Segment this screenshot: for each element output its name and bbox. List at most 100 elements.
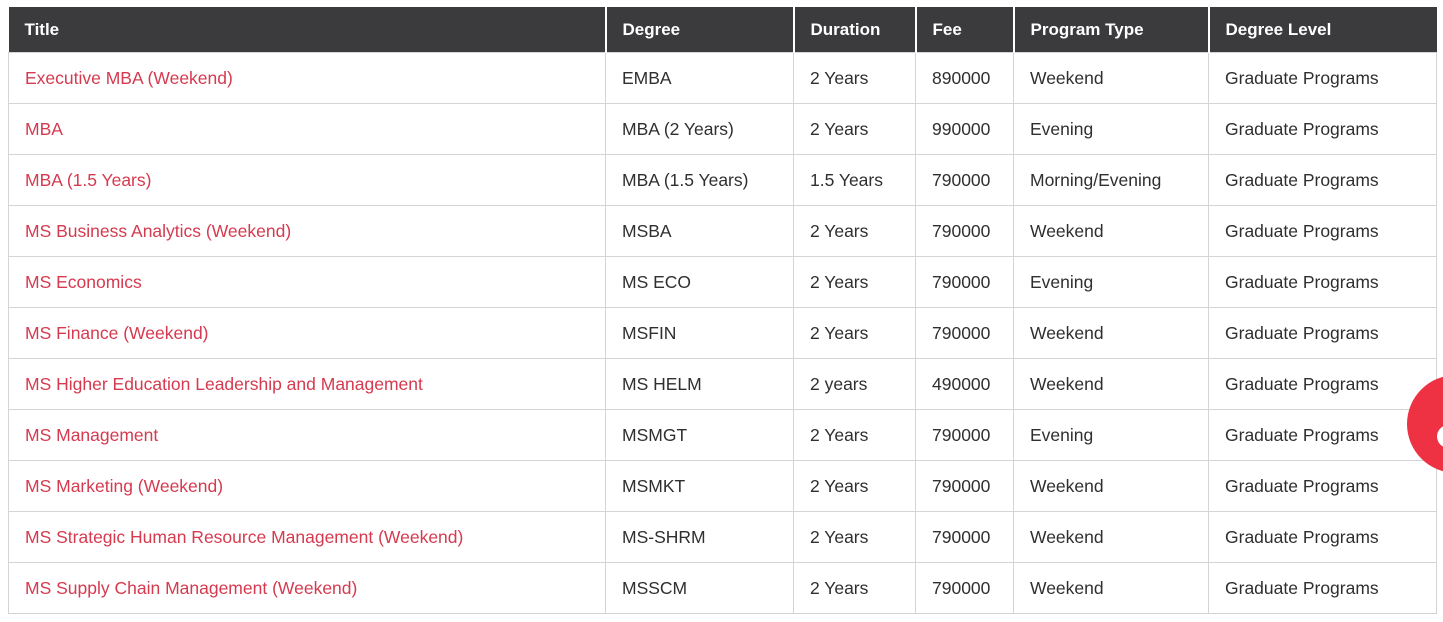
cell-degree: MBA (2 Years) [605,103,794,155]
cell-title: Executive MBA (Weekend) [8,52,606,104]
cell-fee: 790000 [915,256,1014,308]
cell-fee: 790000 [915,307,1014,359]
cell-degree: MSMKT [605,460,794,512]
cell-degree-level: Graduate Programs [1208,511,1437,563]
program-title-link[interactable]: MS Management [25,424,159,445]
cell-title: MS Supply Chain Management (Weekend) [8,562,606,614]
programs-table-container: Title Degree Duration Fee Program Type D… [8,7,1437,614]
cell-title: MBA (1.5 Years) [8,154,606,206]
cell-degree-level: Graduate Programs [1208,460,1437,512]
cell-program-type: Weekend [1013,511,1209,563]
cell-program-type: Weekend [1013,562,1209,614]
header-row: Title Degree Duration Fee Program Type D… [8,7,1437,53]
cell-degree-level: Graduate Programs [1208,562,1437,614]
cell-degree-level: Graduate Programs [1208,409,1437,461]
table-row: MS Supply Chain Management (Weekend) MSSC… [8,562,1437,614]
cell-program-type: Weekend [1013,358,1209,410]
cell-title: MBA [8,103,606,155]
column-header-duration: Duration [792,7,916,53]
table-row: MS Economics MS ECO 2 Years 790000 Evening Gr… [8,256,1437,308]
cell-degree: MS-SHRM [605,511,794,563]
cell-fee: 790000 [915,511,1014,563]
cell-program-type: Weekend [1013,307,1209,359]
cell-fee: 790000 [915,154,1014,206]
cell-duration: 2 Years [793,409,916,461]
cell-degree-level: Graduate Programs [1208,103,1437,155]
column-header-program-type: Program Type [1012,7,1209,53]
cell-degree: MS HELM [605,358,794,410]
cell-program-type: Morning/Evening [1013,154,1209,206]
cell-duration: 2 Years [793,103,916,155]
cell-title: MS Economics [8,256,606,308]
cell-degree: MSSCM [605,562,794,614]
cell-title: MS Finance (Weekend) [8,307,606,359]
cell-fee: 990000 [915,103,1014,155]
cell-fee: 890000 [915,52,1014,104]
cell-degree: MSBA [605,205,794,257]
cell-fee: 490000 [915,358,1014,410]
cell-duration: 2 Years [793,256,916,308]
cell-degree-level: Graduate Programs [1208,307,1437,359]
cell-program-type: Weekend [1013,52,1209,104]
cell-title: MS Marketing (Weekend) [8,460,606,512]
cell-program-type: Weekend [1013,460,1209,512]
table-row: MS Finance (Weekend) MSFIN 2 Years 790000 We… [8,307,1437,359]
cell-duration: 2 Years [793,205,916,257]
column-header-fee: Fee [914,7,1014,53]
cell-degree-level: Graduate Programs [1208,205,1437,257]
program-title-link[interactable]: MS Marketing (Weekend) [25,475,224,496]
cell-title: MS Higher Education Leadership and Manag… [8,358,606,410]
table-row: MS Strategic Human Resource Management (… [8,511,1437,563]
program-title-link[interactable]: Executive MBA (Weekend) [25,67,233,88]
cell-degree: MBA (1.5 Years) [605,154,794,206]
table-row: MS Higher Education Leadership and Manag… [8,358,1437,410]
cell-title: MS Management [8,409,606,461]
column-header-title: Title [8,7,606,53]
cell-degree: EMBA [605,52,794,104]
table-row: Executive MBA (Weekend) EMBA 2 Years 890000… [8,52,1437,104]
cell-duration: 2 Years [793,460,916,512]
program-title-link[interactable]: MS Finance (Weekend) [25,322,209,343]
program-title-link[interactable]: MBA (1.5 Years) [25,169,152,190]
column-header-degree: Degree [604,7,794,53]
cell-degree-level: Graduate Programs [1208,256,1437,308]
table-header: Title Degree Duration Fee Program Type D… [8,7,1437,53]
program-title-link[interactable]: MS Supply Chain Management (Weekend) [25,577,358,598]
cell-duration: 2 Years [793,52,916,104]
cell-program-type: Evening [1013,409,1209,461]
programs-table: Title Degree Duration Fee Program Type D… [8,7,1437,614]
cell-duration: 2 Years [793,511,916,563]
cell-program-type: Evening [1013,103,1209,155]
cell-duration: 2 Years [793,307,916,359]
cell-fee: 790000 [915,205,1014,257]
table-body: Executive MBA (Weekend) EMBA 2 Years 890000… [8,52,1437,614]
cell-degree: MSMGT [605,409,794,461]
table-row: MBA MBA (2 Years) 2 Years 990000 Evening Grad… [8,103,1437,155]
cell-degree: MS ECO [605,256,794,308]
cell-title: MS Strategic Human Resource Management (… [8,511,606,563]
cell-fee: 790000 [915,562,1014,614]
column-header-degree-level: Degree Level [1207,7,1437,53]
program-title-link[interactable]: MS Economics [25,271,142,292]
cell-program-type: Evening [1013,256,1209,308]
table-row: MBA (1.5 Years) MBA (1.5 Years) 1.5 Years 7… [8,154,1437,206]
table-row: MS Marketing (Weekend) MSMKT 2 Years 790000… [8,460,1437,512]
table-row: MS Business Analytics (Weekend) MSBA 2 Yea… [8,205,1437,257]
cell-duration: 1.5 Years [793,154,916,206]
cell-fee: 790000 [915,409,1014,461]
program-title-link[interactable]: MS Higher Education Leadership and Manag… [25,373,423,394]
cell-program-type: Weekend [1013,205,1209,257]
table-row: MS Management MSMGT 2 Years 790000 Evening Gr… [8,409,1437,461]
program-title-link[interactable]: MS Strategic Human Resource Management (… [25,526,464,547]
cell-duration: 2 Years [793,562,916,614]
cell-fee: 790000 [915,460,1014,512]
fab-icon [1437,425,1443,448]
cell-degree-level: Graduate Programs [1208,52,1437,104]
program-title-link[interactable]: MBA [25,118,63,139]
cell-degree: MSFIN [605,307,794,359]
program-title-link[interactable]: MS Business Analytics (Weekend) [25,220,292,241]
cell-degree-level: Graduate Programs [1208,154,1437,206]
cell-title: MS Business Analytics (Weekend) [8,205,606,257]
cell-duration: 2 years [793,358,916,410]
